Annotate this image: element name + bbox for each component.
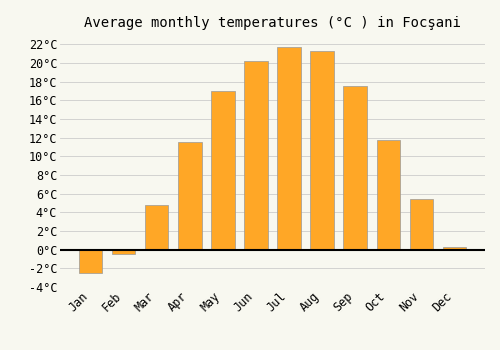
Bar	[410, 199, 432, 250]
Bar	[212, 91, 234, 250]
Title: Average monthly temperatures (°C ) in Focşani: Average monthly temperatures (°C ) in Fo…	[84, 16, 461, 30]
Bar	[344, 86, 366, 250]
Bar	[178, 142, 202, 250]
Bar	[146, 205, 169, 250]
Bar	[442, 247, 466, 250]
Bar	[310, 51, 334, 250]
Bar	[376, 140, 400, 250]
Bar	[244, 61, 268, 250]
Bar	[80, 250, 102, 273]
Bar	[278, 47, 300, 250]
Bar	[112, 250, 136, 254]
